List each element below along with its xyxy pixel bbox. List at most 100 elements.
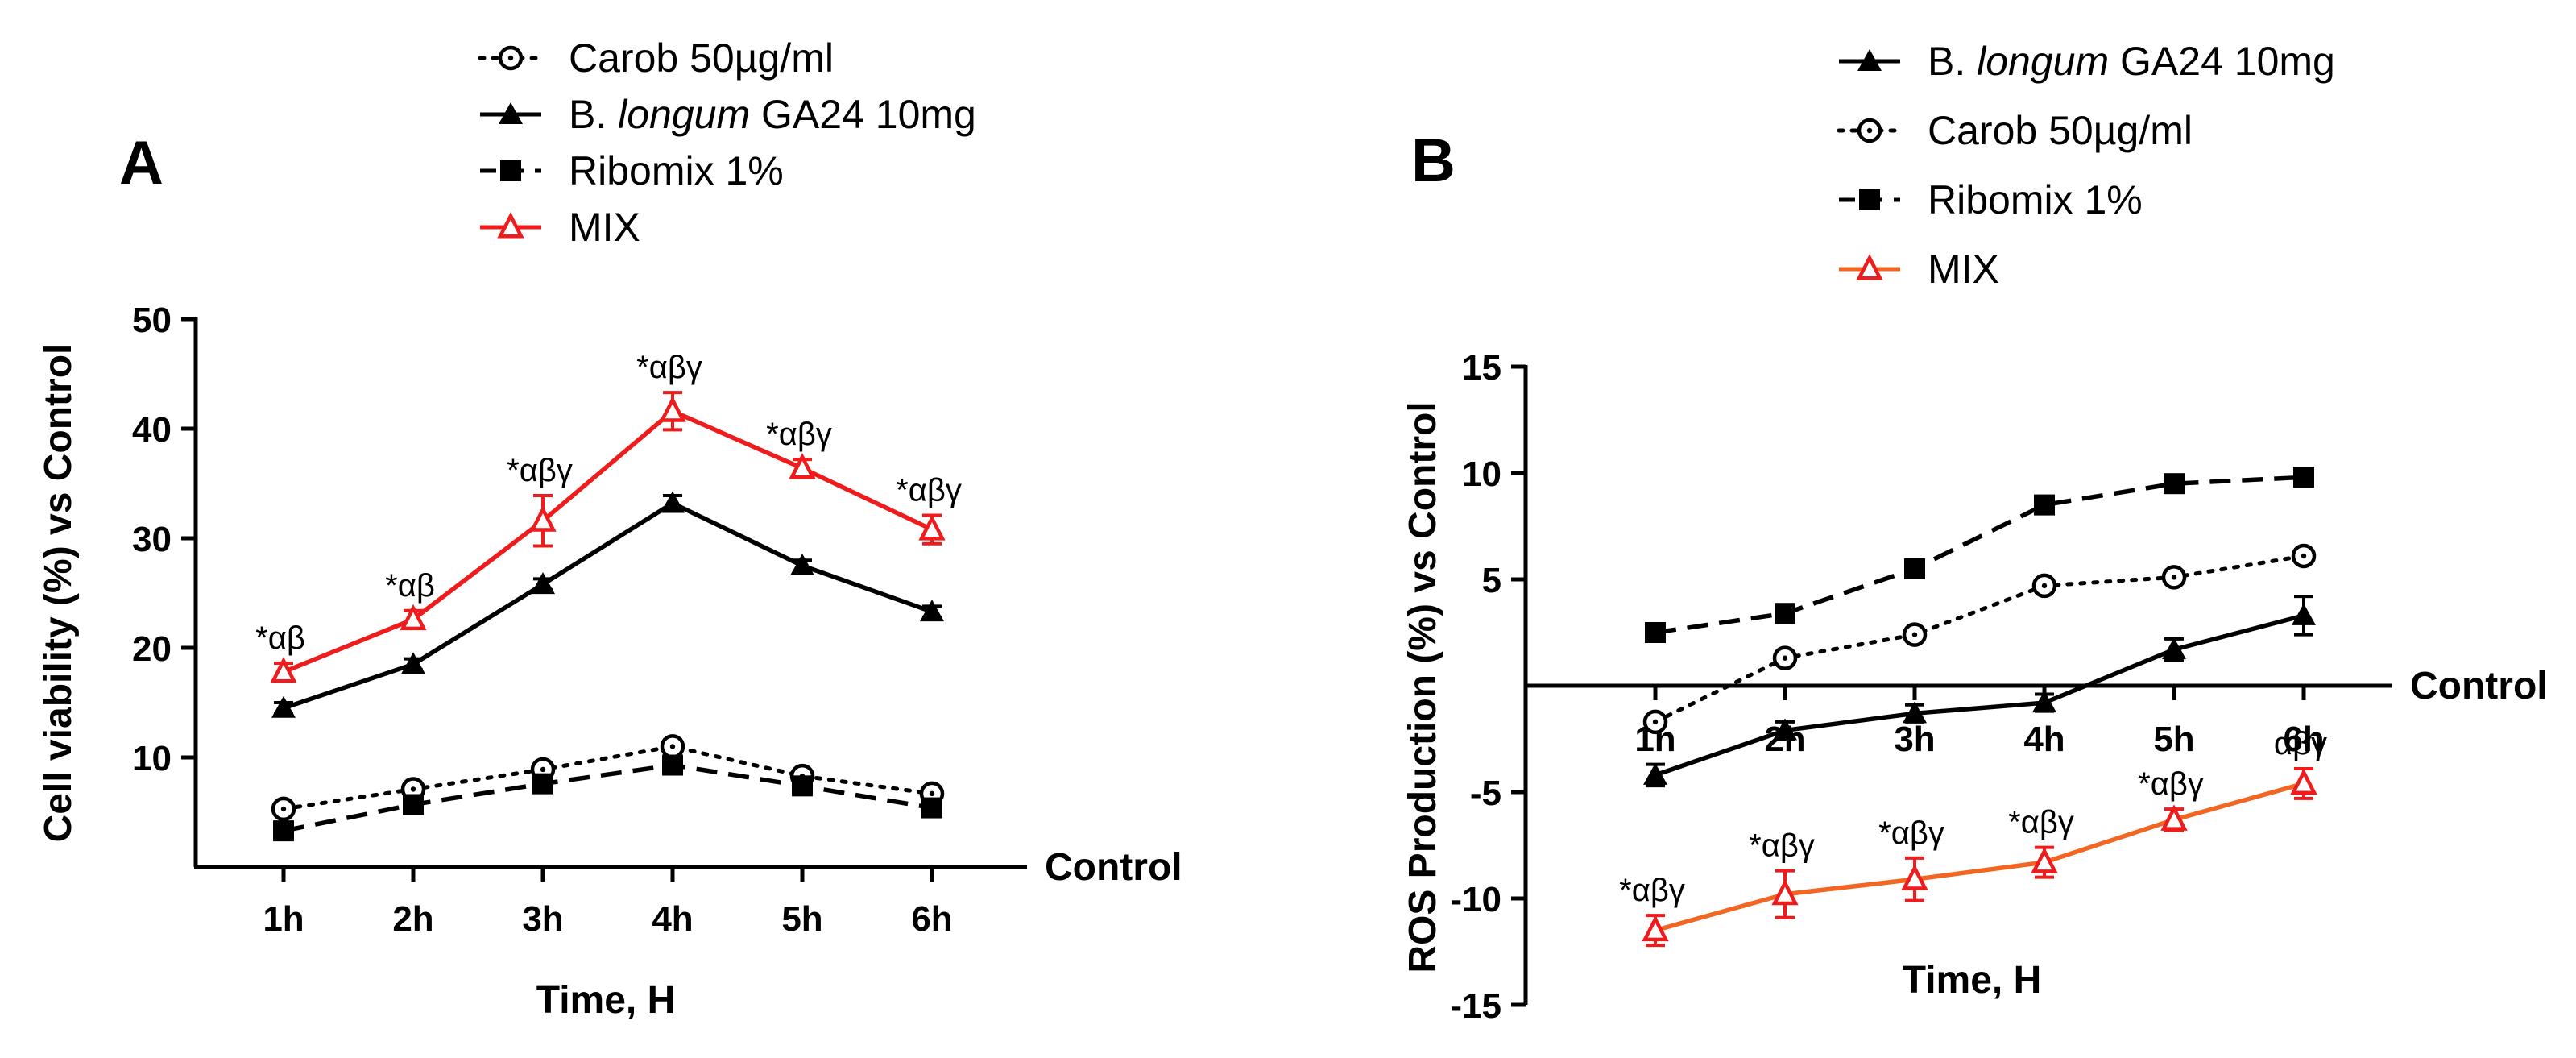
b-point-mix — [2031, 847, 2058, 873]
b-series-longum — [1643, 595, 2316, 788]
a-point-carob-dot — [929, 790, 935, 797]
b-point-ribomix — [1775, 603, 1795, 624]
a-point-ribomix — [921, 797, 942, 819]
a-legend-item-mix: MIX — [480, 205, 640, 250]
a-x-tick-label: 4h — [652, 899, 693, 939]
b-legend-item-mix: MIX — [1839, 247, 1999, 292]
b-annotation: *αβγ — [1878, 815, 1944, 851]
a-legend-label: Ribomix 1% — [569, 148, 784, 193]
a-y-axis-title: Cell viability (%) vs Control — [37, 344, 80, 843]
a-line-longum — [283, 500, 933, 711]
b-line-carob — [1653, 554, 2306, 724]
a-legend-marker — [499, 102, 523, 124]
a-x-tick-label: 1h — [263, 899, 304, 939]
a-line-mix — [282, 409, 934, 674]
b-y-tick-label: -5 — [1470, 774, 1501, 813]
b-y-axis-title: ROS Production (%) vs Control — [1402, 401, 1444, 973]
b-legend-marker — [1856, 254, 1883, 280]
a-annotation: *αβγ — [507, 453, 573, 488]
a-annotation: *αβ — [385, 568, 435, 604]
b-point-carob-dot — [2301, 553, 2307, 559]
a-legend-label: B. longum GA24 10mg — [569, 92, 976, 137]
a-point-mix — [270, 657, 297, 683]
a-point-longum — [920, 600, 944, 622]
b-x-axis-title: Time, H — [1903, 959, 2042, 1002]
b-legend-label: B. longum GA24 10mg — [1928, 39, 2335, 84]
b-series-mix: *αβγ *αβγ *αβγ *αβγ *αβγ αβγ — [1619, 726, 2327, 948]
b-point-mix — [1771, 878, 1799, 906]
b-point-carob-dot — [2041, 583, 2048, 589]
a-point-longum — [271, 695, 296, 718]
a-point-longum — [661, 491, 685, 513]
b-x-tick-label: 3h — [1894, 720, 1935, 759]
b-point-carob-dot — [1911, 632, 1918, 637]
a-y-tick-label: 20 — [132, 629, 172, 669]
a-legend-item-ribomix: Ribomix 1% — [480, 148, 784, 193]
b-annotation: αβγ — [2274, 726, 2327, 761]
b-legend-item-ribomix: Ribomix 1% — [1839, 177, 2143, 222]
a-series-longum — [271, 491, 944, 718]
a-point-mix — [400, 604, 427, 631]
b-point-ribomix — [2164, 473, 2185, 495]
a-point-carob-dot — [280, 806, 287, 812]
a-point-ribomix — [273, 820, 294, 842]
b-point-mix — [1642, 915, 1669, 942]
b-y-tick-label: -15 — [1450, 986, 1501, 1026]
a-point-longum — [790, 554, 814, 575]
b-point-carob-dot — [1782, 655, 1788, 661]
b-point-mix — [2290, 768, 2317, 795]
a-point-mix — [918, 514, 946, 541]
a-control-label: Control — [1045, 846, 1182, 889]
b-y-tick-label: 15 — [1462, 348, 1501, 388]
a-point-carob-dot — [669, 744, 676, 749]
b-y-tick-label: -10 — [1450, 880, 1501, 919]
a-annotation: *αβγ — [636, 350, 702, 385]
panel-a-chart: A Control 10 20 30 40 50 1h 2h 3h 4h 5h 6h Time, H Cel… — [37, 35, 1182, 1022]
a-legend-marker-dot — [507, 55, 514, 61]
a-line-carob — [281, 744, 934, 811]
a-line-ribomix — [283, 762, 933, 833]
b-point-ribomix — [1904, 558, 1925, 579]
b-series-carob — [1642, 543, 2317, 735]
b-line-mix — [1655, 781, 2305, 933]
b-point-longum — [2032, 691, 2056, 713]
b-y-tick-label: 10 — [1462, 454, 1501, 494]
a-legend-item-longum: B. longum GA24 10mg — [480, 92, 976, 137]
b-point-longum — [1643, 762, 1667, 785]
b-point-carob-dot — [2171, 575, 2177, 580]
a-point-mix — [659, 396, 686, 422]
a-x-tick-label: 6h — [911, 899, 952, 939]
b-annotation: *αβγ — [2008, 805, 2074, 840]
a-x-axis-title: Time, H — [536, 979, 676, 1022]
b-point-ribomix — [1645, 622, 1666, 643]
a-y-tick-label: 30 — [132, 520, 172, 559]
a-annotation: *αβγ — [896, 472, 962, 508]
a-point-carob-dot — [540, 766, 546, 773]
a-point-ribomix — [792, 775, 813, 797]
a-legend-label: MIX — [569, 205, 640, 250]
b-legend-item-carob: Carob 50µg/ml — [1837, 108, 2193, 153]
a-point-longum — [401, 652, 425, 674]
b-y-tick-label: 5 — [1482, 561, 1501, 600]
b-x-tick-label: 4h — [2023, 720, 2065, 759]
b-legend-marker — [1859, 189, 1880, 210]
a-y-tick-label: 40 — [132, 410, 172, 450]
a-point-mix — [529, 505, 557, 532]
a-point-ribomix — [662, 754, 683, 776]
b-point-carob-dot — [1652, 719, 1659, 725]
a-point-mix — [789, 453, 816, 479]
a-series-carob — [271, 734, 945, 822]
b-annotation: *αβγ — [1749, 828, 1815, 864]
b-point-longum — [1773, 718, 1797, 741]
b-legend-label: MIX — [1928, 247, 1999, 292]
a-series-mix: *αβ *αβ *αβγ *αβγ *αβγ *αβγ — [255, 350, 962, 683]
a-legend-marker — [500, 160, 521, 181]
b-point-longum — [2162, 637, 2186, 660]
b-legend-label: Ribomix 1% — [1928, 177, 2143, 222]
a-point-carob-dot — [410, 786, 416, 792]
a-legend-item-carob: Carob 50µg/ml — [478, 35, 834, 81]
b-point-longum — [1903, 701, 1927, 724]
a-y-tick-label: 50 — [132, 301, 172, 340]
b-line-longum — [1655, 613, 2305, 778]
a-series-ribomix — [273, 754, 942, 842]
